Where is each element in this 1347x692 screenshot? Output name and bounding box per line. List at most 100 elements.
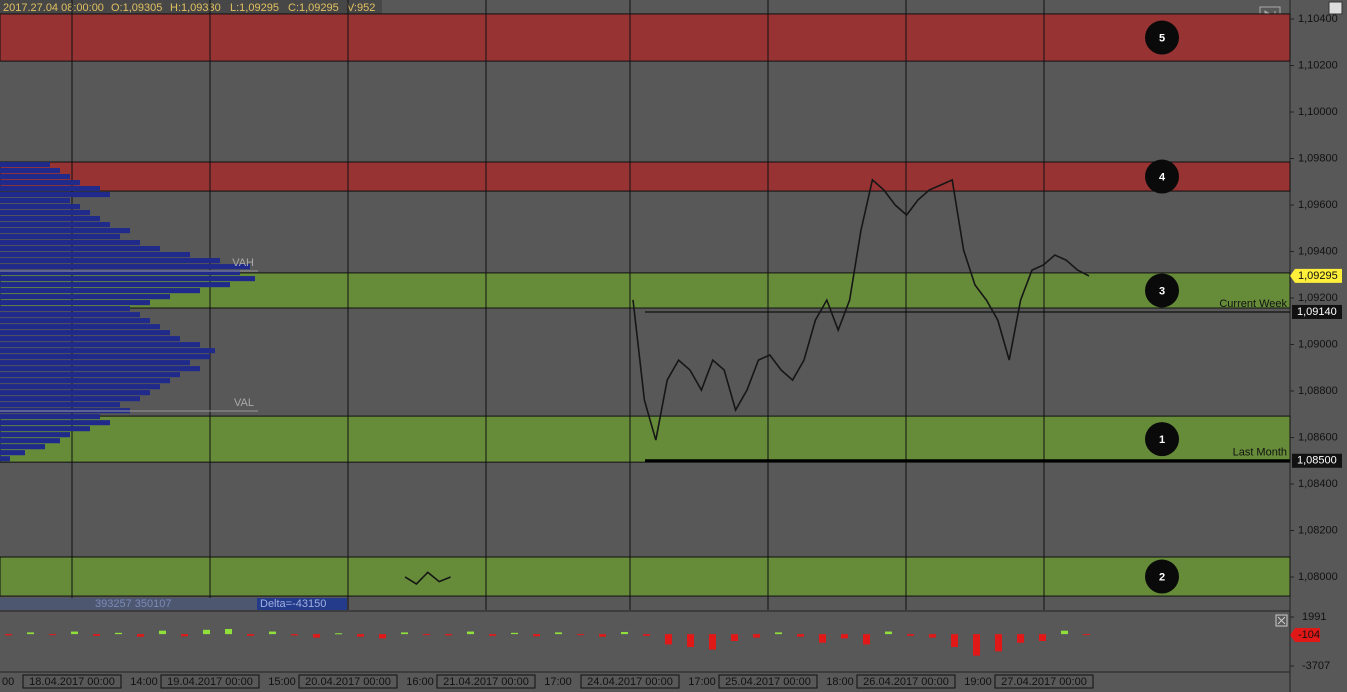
profile-bar — [0, 222, 110, 228]
delta-bar — [313, 634, 320, 638]
delta-bar — [753, 634, 760, 638]
zone-label: 5 — [1159, 32, 1165, 44]
profile-bar — [0, 348, 215, 354]
delta-last-badge — [1290, 628, 1320, 643]
y-tick-label: 1,10400 — [1298, 13, 1338, 25]
delta-bar — [995, 634, 1002, 652]
delta-bar — [1083, 634, 1090, 636]
profile-bar — [0, 324, 160, 330]
delta-bar — [533, 634, 540, 637]
delta-bar — [1039, 634, 1046, 642]
header-volume: V:952 — [347, 2, 375, 14]
profile-bar — [0, 390, 150, 396]
profile-bar — [0, 450, 25, 456]
delta-bar — [797, 634, 804, 637]
profile-bar — [0, 360, 190, 366]
price-line — [404, 571, 451, 585]
zone-marker — [1145, 273, 1179, 308]
profile-bar — [0, 396, 140, 402]
zone — [0, 415, 1291, 463]
delta-tick-label: 1991 — [1302, 611, 1326, 623]
x-date-label: 20.04.2017 00:00 — [305, 676, 391, 688]
profile-bar — [0, 300, 150, 306]
profile-bar — [0, 210, 90, 216]
zone-marker — [1145, 559, 1179, 594]
profile-bar — [0, 204, 80, 210]
x-date-label: 26.04.2017 00:00 — [863, 676, 949, 688]
delta-bar — [467, 631, 474, 635]
profile-bar — [0, 372, 180, 378]
delta-bar — [775, 632, 782, 635]
delta-bar — [181, 634, 188, 637]
close-panel-button[interactable] — [1275, 614, 1288, 627]
delta-label-bg — [257, 598, 347, 610]
delta-bar — [841, 634, 848, 639]
zone-label: 1 — [1159, 434, 1165, 446]
delta-bar — [577, 634, 584, 636]
delta-bar — [203, 629, 210, 635]
x-date-box — [718, 674, 818, 689]
zone-label: 3 — [1159, 285, 1165, 297]
zone-label: 2 — [1159, 571, 1165, 583]
profile-bar — [0, 216, 100, 222]
profile-bar — [0, 186, 100, 192]
y-tick-label: 1,09200 — [1298, 292, 1338, 304]
level-badge-label: 1,09140 — [1297, 306, 1337, 318]
zone — [0, 13, 1291, 62]
x-hour-label: 19:00 — [964, 676, 992, 688]
profile-bar — [0, 282, 230, 288]
zone-marker — [1145, 159, 1179, 194]
x-date-box — [856, 674, 956, 689]
profile-bar — [0, 228, 130, 234]
price-axis-bg — [1290, 0, 1347, 692]
x-hour-label: 17:00 — [544, 676, 572, 688]
delta-bar — [511, 632, 518, 635]
delta-bar — [489, 634, 496, 636]
delta-bar — [907, 634, 914, 636]
profile-bar — [0, 264, 250, 270]
x-date-label: 18.04.2017 00:00 — [29, 676, 115, 688]
profile-bar — [0, 234, 120, 240]
header: 2017.27.04 08:00:00 O:1,09305 H:1,09330 … — [3, 2, 375, 14]
delta-bar — [93, 634, 100, 636]
profile-bar — [0, 426, 90, 432]
profile-bar — [0, 180, 80, 186]
value-area-label: VAL — [234, 397, 254, 409]
header-high: H:1,09330 — [170, 2, 221, 14]
zone-marker — [1145, 20, 1179, 55]
y-tick-label: 1,08200 — [1298, 524, 1338, 536]
profile-bar — [0, 342, 200, 348]
delta-bar — [973, 634, 980, 656]
x-first-label: 00 — [2, 676, 14, 688]
y-tick-label: 1,09800 — [1298, 152, 1338, 164]
profile-bar — [0, 174, 70, 180]
header-bg — [0, 0, 382, 14]
last-price-label: 1,09295 — [1298, 270, 1338, 282]
delta-tick-label: -3707 — [1302, 660, 1330, 672]
x-date-box — [22, 674, 122, 689]
delta-bar — [687, 634, 694, 648]
x-date-label: 21.04.2017 00:00 — [443, 676, 529, 688]
header-open: O:1,09305 — [111, 2, 162, 14]
profile-bar — [0, 420, 110, 426]
header-time: 2017.27.04 08:00:00 — [3, 2, 104, 14]
y-tick-label: 1,10000 — [1298, 106, 1338, 118]
zone-marker — [1145, 422, 1179, 457]
profile-bar — [0, 192, 110, 198]
f-button[interactable] — [1328, 1, 1343, 15]
zone — [0, 161, 1291, 192]
value-area-label: VAH — [232, 257, 254, 269]
x-date-box — [298, 674, 398, 689]
profile-bar — [0, 336, 180, 342]
profile-bar — [0, 354, 210, 360]
profile-bar — [0, 240, 140, 246]
delta-bar — [929, 634, 936, 638]
delta-bar — [159, 630, 166, 635]
delta-totals: 393257 350107 — [95, 598, 171, 610]
price-line — [632, 178, 1090, 441]
delta-bar — [49, 634, 56, 636]
profile-bar — [0, 294, 170, 300]
delta-bar — [27, 632, 34, 635]
delta-bar — [379, 634, 386, 639]
